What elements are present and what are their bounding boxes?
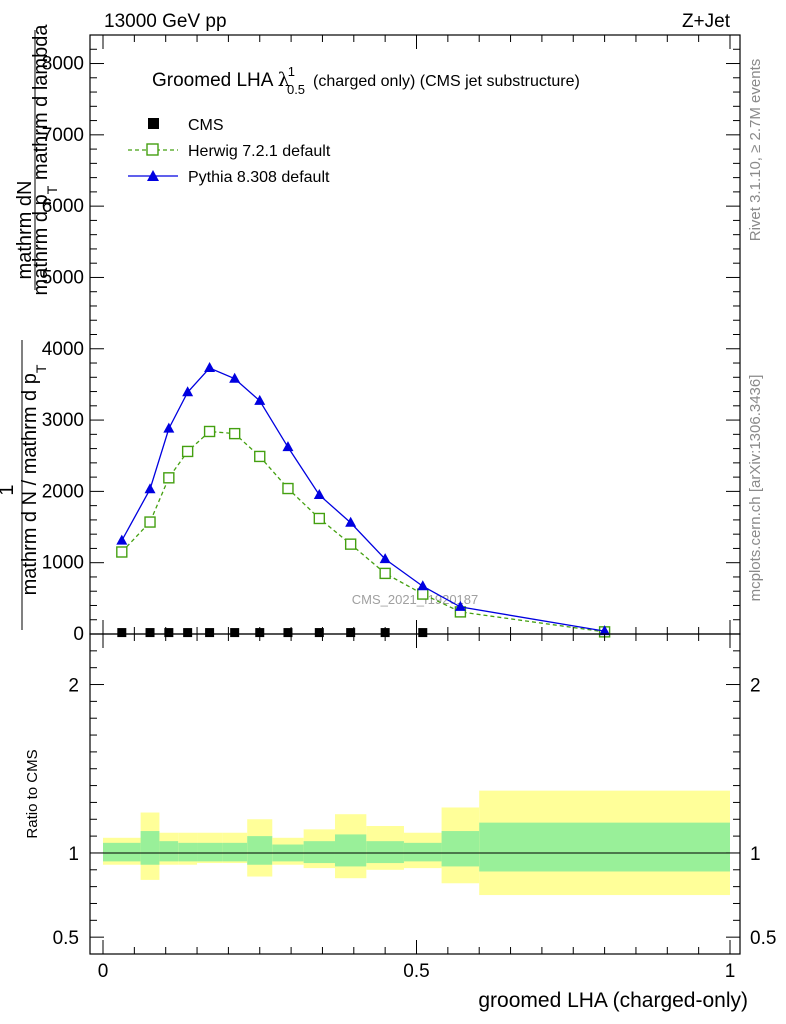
legend-marker-herwig — [146, 143, 159, 156]
main-y-tick-label: 2000 — [42, 481, 84, 502]
ratio-band-inner — [334, 834, 367, 867]
cms-data-point — [283, 628, 293, 638]
ratio-bands — [103, 790, 730, 896]
main-y-tick-label: 5000 — [42, 267, 84, 288]
ratio-y-tick-label-right: 2 — [750, 676, 761, 697]
header-channel: Z+Jet — [682, 11, 731, 32]
series-line-pythia — [121, 367, 605, 632]
ratio-band-inner — [222, 842, 248, 862]
main-y-tick-label: 4000 — [42, 339, 84, 360]
herwig-point — [313, 512, 326, 525]
ratio-frame — [89, 633, 741, 955]
ratio-y-tick-label-right: 0.5 — [750, 928, 776, 949]
main-panel: 0 1000 2000 3000 4000 5000 6000 7000 8000 mathrm… — [0, 24, 741, 645]
chart-title: Groomed LHA λ1 0.5 (charged only) (CMS jet… — [152, 64, 580, 97]
ratio-y-tick-label: 1 — [68, 844, 79, 865]
herwig-point — [344, 538, 357, 550]
legend-label-cms: CMS — [188, 117, 224, 134]
pythia-point — [454, 600, 466, 611]
main-y-tick-label: 0 — [73, 624, 84, 645]
x-tick-label: 0.5 — [403, 961, 429, 982]
pythia-point — [599, 625, 611, 636]
pythia-point — [417, 580, 429, 591]
main-y-tick-label: 7000 — [42, 125, 84, 146]
cms-data-point — [183, 628, 193, 638]
pythia-point — [345, 516, 357, 527]
pythia-point — [116, 534, 128, 545]
ratio-y-tick-label: 2 — [68, 676, 79, 697]
ratio-band-inner — [247, 836, 273, 865]
main-y-axis: 0 1000 2000 3000 4000 5000 6000 7000 8000 — [42, 34, 740, 645]
ylabel-numerator: mathrm dN — [14, 181, 36, 280]
legend-label-pythia: Pythia 8.308 default — [188, 169, 330, 186]
cms-data-point — [314, 628, 324, 638]
cms-data-point — [380, 628, 390, 638]
ratio-band-inner — [103, 842, 141, 862]
x-tick-label: 1 — [725, 961, 736, 982]
ratio-panel: 0.5 0.51 12 2 0 0.5 1 Ratio to CMS groomed LH… — [24, 633, 776, 1012]
pythia-point — [204, 362, 216, 373]
herwig-point — [379, 567, 391, 580]
pythia-point — [313, 488, 325, 499]
cms-data-point — [230, 628, 240, 638]
ratio-band-inner — [197, 842, 223, 862]
ylabel2-denominator-line: mathrm d N / mathrm d pT — [19, 364, 49, 595]
main-y-tick-label: 1000 — [42, 553, 84, 574]
cms-data-point — [418, 628, 428, 638]
main-y-tick-label: 8000 — [42, 54, 84, 75]
legend-marker-pythia — [147, 170, 159, 181]
ratio-band-inner — [403, 842, 442, 862]
cms-data-point — [117, 628, 127, 638]
herwig-point — [228, 427, 241, 440]
pythia-point — [144, 483, 156, 494]
ratio-band-inner — [441, 831, 480, 867]
pythia-point — [282, 441, 294, 452]
legend-marker-cms — [148, 118, 159, 129]
mcplots-label: mcplots.cern.ch [arXiv:1306.3436] — [747, 375, 764, 602]
cms-data-point — [164, 628, 174, 638]
herwig-point — [282, 482, 294, 495]
main-y-tick-label: 6000 — [42, 196, 84, 217]
herwig-point — [144, 516, 156, 528]
herwig-point — [116, 546, 128, 558]
legend: CMS Herwig 7.2.1 default Pythia 8.308 de… — [128, 117, 331, 186]
main-x-ticks — [102, 35, 731, 634]
analysis-watermark: CMS_2021_I1920187 — [352, 592, 479, 607]
pythia-point — [163, 422, 175, 433]
ratio-band-inner — [303, 841, 335, 864]
herwig-point — [181, 445, 194, 458]
main-y-axis-label: mathrm dN mathrm d pT mathrm d lambda 1 … — [0, 24, 60, 630]
pythia-point — [182, 386, 194, 397]
rivet-label: Rivet 3.1.10, ≥ 2.7M events — [747, 59, 764, 242]
cms-data-point — [205, 628, 215, 638]
legend-label-herwig: Herwig 7.2.1 default — [188, 143, 331, 160]
main-y-tick-label: 3000 — [42, 410, 84, 431]
ratio-x-axis: 0 0.5 1 — [98, 634, 736, 982]
herwig-point — [254, 450, 266, 463]
ratio-y-label: Ratio to CMS — [24, 749, 41, 838]
cms-data-point — [145, 628, 155, 638]
ratio-band-inner — [366, 841, 404, 864]
herwig-point — [163, 472, 175, 484]
ratio-band-inner — [479, 822, 730, 872]
ratio-band-inner — [178, 842, 198, 862]
ratio-band-inner — [159, 841, 179, 862]
ratio-y-tick-label-right: 1 — [750, 844, 761, 865]
x-tick-label: 0 — [98, 961, 109, 982]
ratio-y-axis: 0.5 0.5 1 1 2 2 — [53, 650, 776, 949]
ylabel-denominator-line: mathrm d pT mathrm d lambda — [30, 24, 60, 296]
herwig-point — [203, 425, 216, 438]
cms-data-point — [346, 628, 356, 638]
header-process: 13000 GeV pp — [104, 11, 227, 32]
pythia-point — [254, 394, 266, 405]
ylabel2-prefix: 1 — [0, 484, 18, 495]
ratio-y-tick-label: 0.5 — [53, 928, 79, 949]
cms-data-point — [255, 628, 265, 638]
ratio-band-inner — [140, 831, 160, 865]
pythia-point — [379, 553, 391, 564]
pythia-point — [229, 372, 241, 383]
herwig-point — [417, 588, 429, 600]
x-axis-label: groomed LHA (charged-only) — [478, 989, 748, 1012]
